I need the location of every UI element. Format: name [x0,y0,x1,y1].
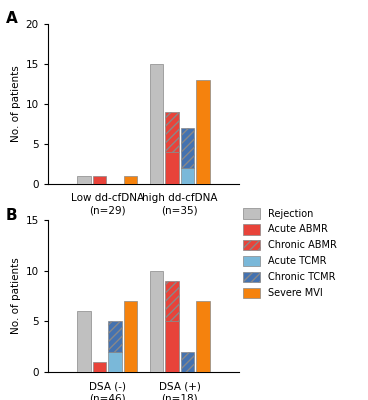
Bar [108,321,122,352]
Bar [181,128,194,168]
Bar [165,281,179,321]
Bar [93,176,106,184]
Bar [196,301,210,372]
Bar [165,152,179,184]
Bar [181,168,194,184]
Bar [77,176,91,184]
Bar [108,352,122,372]
Text: A: A [6,11,18,26]
Legend: Rejection, Acute ABMR, Chronic ABMR, Acute TCMR, Chronic TCMR, Severe MVI: Rejection, Acute ABMR, Chronic ABMR, Acu… [243,208,337,298]
Bar [150,64,163,184]
Text: B: B [6,208,17,223]
Bar [165,112,179,152]
Bar [124,301,137,372]
Bar [93,362,106,372]
Bar [165,321,179,372]
Bar [150,271,163,372]
Bar [124,176,137,184]
Bar [181,352,194,372]
Y-axis label: No. of patients: No. of patients [11,66,21,142]
Bar [77,311,91,372]
Bar [196,80,210,184]
Y-axis label: No. of patients: No. of patients [11,258,21,334]
